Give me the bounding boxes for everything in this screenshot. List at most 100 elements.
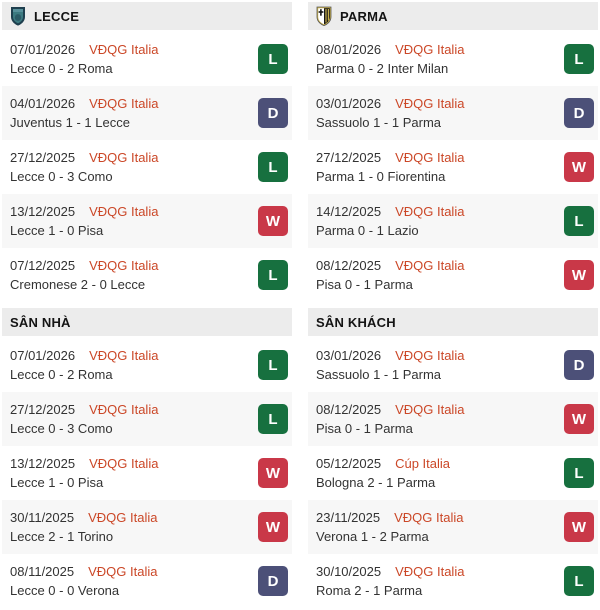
- lecce-crest-icon: [10, 6, 26, 26]
- match-row[interactable]: 27/12/2025 VĐQG Italia Lecce 0 - 3 Como …: [2, 392, 292, 446]
- match-info: 08/12/2025 VĐQG Italia Pisa 0 - 1 Parma: [316, 258, 464, 292]
- section-header-home: SÂN NHÀ: [2, 308, 292, 336]
- match-meta-line: 27/12/2025 VĐQG Italia: [10, 402, 158, 417]
- section-away-form: SÂN KHÁCH 03/01/2026 VĐQG Italia Sassuol…: [308, 308, 598, 608]
- result-badge: L: [258, 152, 288, 182]
- match-row[interactable]: 27/12/2025 VĐQG Italia Lecce 0 - 3 Como …: [2, 140, 292, 194]
- match-row[interactable]: 23/11/2025 VĐQG Italia Verona 1 - 2 Parm…: [308, 500, 598, 554]
- match-info: 23/11/2025 VĐQG Italia Verona 1 - 2 Parm…: [316, 510, 463, 544]
- match-row[interactable]: 08/01/2026 VĐQG Italia Parma 0 - 2 Inter…: [308, 32, 598, 86]
- match-list-lecce: 07/01/2026 VĐQG Italia Lecce 0 - 2 Roma …: [2, 32, 292, 302]
- match-info: 05/12/2025 Cúp Italia Bologna 2 - 1 Parm…: [316, 456, 450, 490]
- section-header-parma: PARMA: [308, 2, 598, 30]
- match-score-text: Roma 2 - 1 Parma: [316, 583, 423, 598]
- competition-label: VĐQG Italia: [89, 258, 159, 273]
- result-badge: D: [564, 350, 594, 380]
- result-badge: W: [564, 260, 594, 290]
- match-meta-line: 27/12/2025 VĐQG Italia: [316, 150, 464, 165]
- match-meta-line: 07/01/2026 VĐQG Italia: [10, 348, 158, 363]
- match-score-text: Verona 1 - 2 Parma: [316, 529, 429, 544]
- match-score-text: Lecce 2 - 1 Torino: [10, 529, 114, 544]
- match-info: 30/11/2025 VĐQG Italia Lecce 2 - 1 Torin…: [10, 510, 157, 544]
- match-date: 23/11/2025: [316, 510, 381, 525]
- result-badge: D: [258, 98, 288, 128]
- match-row[interactable]: 07/12/2025 VĐQG Italia Cremonese 2 - 0 L…: [2, 248, 292, 302]
- match-date: 27/12/2025: [316, 150, 382, 165]
- match-row[interactable]: 14/12/2025 VĐQG Italia Parma 0 - 1 Lazio…: [308, 194, 598, 248]
- competition-label: VĐQG Italia: [89, 150, 159, 165]
- competition-label: VĐQG Italia: [89, 96, 159, 111]
- match-info: 13/12/2025 VĐQG Italia Lecce 1 - 0 Pisa: [10, 204, 158, 238]
- match-row[interactable]: 08/12/2025 VĐQG Italia Pisa 0 - 1 Parma …: [308, 248, 598, 302]
- match-row[interactable]: 05/12/2025 Cúp Italia Bologna 2 - 1 Parm…: [308, 446, 598, 500]
- match-row[interactable]: 04/01/2026 VĐQG Italia Juventus 1 - 1 Le…: [2, 86, 292, 140]
- match-score-text: Parma 0 - 1 Lazio: [316, 223, 419, 238]
- match-date: 13/12/2025: [10, 204, 76, 219]
- match-score-text: Lecce 0 - 0 Verona: [10, 583, 120, 598]
- competition-label: VĐQG Italia: [395, 150, 465, 165]
- match-info: 04/01/2026 VĐQG Italia Juventus 1 - 1 Le…: [10, 96, 158, 130]
- match-score-text: Lecce 0 - 2 Roma: [10, 367, 113, 382]
- match-date: 14/12/2025: [316, 204, 382, 219]
- competition-label: VĐQG Italia: [89, 348, 159, 363]
- match-row[interactable]: 30/10/2025 VĐQG Italia Roma 2 - 1 Parma …: [308, 554, 598, 608]
- match-info: 14/12/2025 VĐQG Italia Parma 0 - 1 Lazio: [316, 204, 464, 238]
- result-badge: W: [564, 404, 594, 434]
- match-row[interactable]: 07/01/2026 VĐQG Italia Lecce 0 - 2 Roma …: [2, 338, 292, 392]
- parma-crest-icon: [316, 6, 332, 26]
- match-info: 27/12/2025 VĐQG Italia Parma 1 - 0 Fiore…: [316, 150, 464, 184]
- match-row[interactable]: 03/01/2026 VĐQG Italia Sassuolo 1 - 1 Pa…: [308, 86, 598, 140]
- result-badge: W: [564, 512, 594, 542]
- match-meta-line: 14/12/2025 VĐQG Italia: [316, 204, 464, 219]
- match-info: 13/12/2025 VĐQG Italia Lecce 1 - 0 Pisa: [10, 456, 158, 490]
- match-score-text: Lecce 1 - 0 Pisa: [10, 475, 104, 490]
- match-meta-line: 30/10/2025 VĐQG Italia: [316, 564, 464, 579]
- result-badge: L: [564, 44, 594, 74]
- match-list-parma: 08/01/2026 VĐQG Italia Parma 0 - 2 Inter…: [308, 32, 598, 302]
- match-list-home: 07/01/2026 VĐQG Italia Lecce 0 - 2 Roma …: [2, 338, 292, 608]
- match-info: 07/01/2026 VĐQG Italia Lecce 0 - 2 Roma: [10, 42, 158, 76]
- match-score-text: Lecce 1 - 0 Pisa: [10, 223, 104, 238]
- competition-label: VĐQG Italia: [89, 456, 159, 471]
- match-score-text: Cremonese 2 - 0 Lecce: [10, 277, 146, 292]
- competition-label: VĐQG Italia: [89, 42, 159, 57]
- competition-label: VĐQG Italia: [395, 96, 465, 111]
- result-badge: D: [258, 566, 288, 596]
- match-score-text: Juventus 1 - 1 Lecce: [10, 115, 130, 130]
- result-badge: W: [258, 512, 288, 542]
- match-meta-line: 07/12/2025 VĐQG Italia: [10, 258, 158, 273]
- match-info: 03/01/2026 VĐQG Italia Sassuolo 1 - 1 Pa…: [316, 348, 464, 382]
- section-header-lecce: LECCE: [2, 2, 292, 30]
- match-date: 30/11/2025: [10, 510, 75, 525]
- match-date: 08/12/2025: [316, 402, 382, 417]
- match-row[interactable]: 08/11/2025 VĐQG Italia Lecce 0 - 0 Veron…: [2, 554, 292, 608]
- match-row[interactable]: 07/01/2026 VĐQG Italia Lecce 0 - 2 Roma …: [2, 32, 292, 86]
- match-row[interactable]: 03/01/2026 VĐQG Italia Sassuolo 1 - 1 Pa…: [308, 338, 598, 392]
- competition-label: VĐQG Italia: [395, 204, 465, 219]
- competition-label: VĐQG Italia: [89, 402, 159, 417]
- match-date: 07/01/2026: [10, 42, 76, 57]
- match-score-text: Bologna 2 - 1 Parma: [316, 475, 436, 490]
- match-date: 03/01/2026: [316, 348, 382, 363]
- match-meta-line: 07/01/2026 VĐQG Italia: [10, 42, 158, 57]
- result-badge: L: [258, 350, 288, 380]
- section-title: PARMA: [340, 8, 388, 24]
- match-info: 27/12/2025 VĐQG Italia Lecce 0 - 3 Como: [10, 402, 158, 436]
- competition-label: VĐQG Italia: [395, 564, 465, 579]
- result-badge: L: [258, 260, 288, 290]
- result-badge: L: [258, 44, 288, 74]
- match-date: 30/10/2025: [316, 564, 382, 579]
- section-header-away: SÂN KHÁCH: [308, 308, 598, 336]
- match-info: 08/12/2025 VĐQG Italia Pisa 0 - 1 Parma: [316, 402, 464, 436]
- match-row[interactable]: 13/12/2025 VĐQG Italia Lecce 1 - 0 Pisa …: [2, 446, 292, 500]
- result-badge: L: [564, 206, 594, 236]
- match-info: 07/12/2025 VĐQG Italia Cremonese 2 - 0 L…: [10, 258, 158, 292]
- match-row[interactable]: 27/12/2025 VĐQG Italia Parma 1 - 0 Fiore…: [308, 140, 598, 194]
- match-row[interactable]: 30/11/2025 VĐQG Italia Lecce 2 - 1 Torin…: [2, 500, 292, 554]
- competition-label: VĐQG Italia: [395, 402, 465, 417]
- match-meta-line: 27/12/2025 VĐQG Italia: [10, 150, 158, 165]
- match-row[interactable]: 13/12/2025 VĐQG Italia Lecce 1 - 0 Pisa …: [2, 194, 292, 248]
- match-list-away: 03/01/2026 VĐQG Italia Sassuolo 1 - 1 Pa…: [308, 338, 598, 608]
- match-row[interactable]: 08/12/2025 VĐQG Italia Pisa 0 - 1 Parma …: [308, 392, 598, 446]
